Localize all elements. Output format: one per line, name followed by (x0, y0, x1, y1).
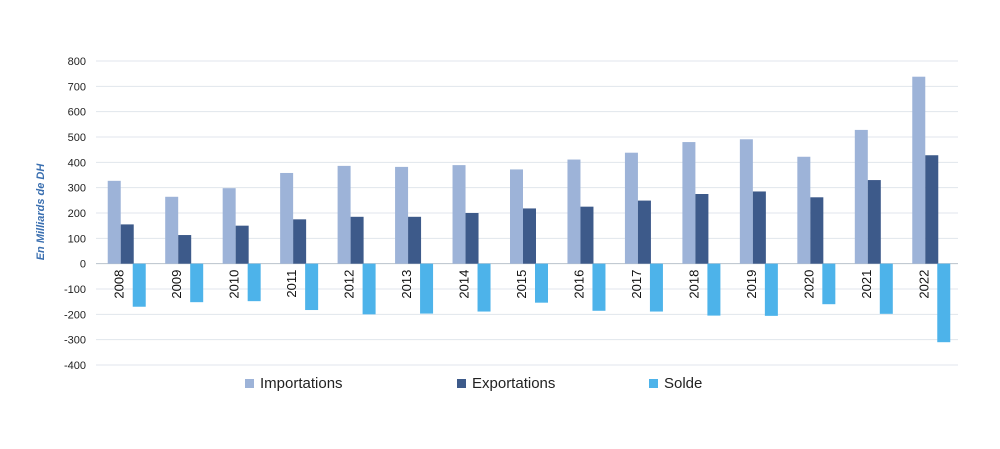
x-tick-label: 2008 (112, 270, 127, 299)
bar-exportations (293, 219, 307, 264)
bar-solde (477, 263, 491, 312)
x-tick-label: 2014 (457, 270, 472, 299)
x-tick-label: 2010 (227, 270, 242, 299)
bar-solde (420, 263, 434, 314)
x-tick-label: 2013 (399, 270, 414, 299)
bar-solde (649, 263, 663, 312)
y-tick-label: 500 (68, 132, 86, 144)
y-tick-label: -200 (64, 309, 86, 321)
bar-exportations (120, 224, 134, 264)
bar-importations (854, 129, 868, 264)
bars (107, 76, 951, 343)
x-tick-label: 2018 (686, 270, 701, 299)
bar-solde (764, 263, 778, 316)
bar-importations (510, 169, 523, 264)
x-tick-label: 2019 (744, 270, 759, 299)
bar-exportations (752, 191, 766, 264)
bar-solde (305, 263, 319, 311)
bar-exportations (523, 208, 536, 264)
bar-importations (395, 166, 409, 264)
y-tick-label: -100 (64, 284, 86, 296)
x-tick-label: 2017 (629, 270, 644, 299)
y-tick-label: -400 (64, 360, 86, 372)
bar-exportations (408, 216, 422, 264)
x-tick-label: 2022 (916, 270, 931, 299)
bar-importations (912, 76, 926, 264)
y-tick-label: 200 (68, 208, 86, 220)
legend-label-exportations: Exportations (472, 375, 555, 392)
bar-solde (937, 263, 951, 343)
bar-importations (739, 139, 753, 264)
bar-solde (132, 263, 146, 307)
grid (96, 60, 958, 366)
bar-importations (337, 165, 351, 264)
x-tick-label: 2009 (169, 270, 184, 299)
bar-solde (535, 263, 548, 303)
bar-solde (822, 263, 836, 305)
bar-importations (452, 165, 466, 264)
y-tick-label: 700 (68, 81, 86, 93)
legend: Importations Exportations Solde (245, 375, 702, 392)
bar-exportations (235, 225, 249, 264)
bar-importations (222, 188, 236, 264)
bar-importations (280, 172, 294, 264)
bar-solde (190, 263, 204, 303)
bar-exportations (695, 194, 709, 264)
bar-exportations (350, 216, 364, 264)
x-tick-label: 2011 (284, 270, 299, 298)
bar-exportations (178, 235, 192, 264)
bar-exportations (637, 200, 651, 264)
bar-solde (592, 263, 606, 311)
bar-importations (624, 152, 638, 264)
bar-solde (247, 263, 261, 302)
bar-importations (165, 196, 179, 264)
bar-importations (107, 180, 121, 264)
bar-importations (797, 156, 811, 264)
bar-importations (567, 159, 581, 264)
x-axis-ticks: 2008 2009 2010 2011 2012 2013 2014 2015 2016 2017… (112, 270, 932, 299)
x-tick-label: 2012 (342, 270, 357, 299)
bar-exportations (580, 206, 594, 264)
y-tick-label: 100 (68, 233, 86, 245)
bar-solde (879, 263, 893, 314)
bar-exportations (465, 213, 479, 264)
y-tick-label: 600 (68, 107, 86, 119)
x-tick-label: 2020 (801, 270, 816, 299)
y-tick-label: 400 (68, 157, 86, 169)
legend-label-importations: Importations (260, 375, 343, 392)
legend-label-solde: Solde (664, 375, 702, 392)
x-tick-label: 2021 (859, 270, 874, 299)
bar-importations (682, 142, 696, 264)
y-axis-label: En Milliards de DH (35, 163, 47, 261)
y-tick-label: 800 (68, 56, 86, 68)
legend-swatch-exportations (457, 379, 466, 388)
y-axis-ticks: 800 700 600 500 400 300 200 100 0 -100 -200 -300 -40… (64, 56, 86, 372)
legend-swatch-importations (245, 379, 254, 388)
y-tick-label: -300 (64, 335, 86, 347)
x-tick-label: 2016 (571, 270, 586, 299)
y-tick-label: 0 (80, 259, 86, 271)
bar-solde (707, 263, 721, 316)
y-tick-label: 300 (68, 183, 86, 195)
bar-solde (362, 263, 376, 315)
bar-exportations (810, 197, 824, 264)
bar-exportations (925, 155, 939, 264)
x-tick-label: 2015 (514, 270, 529, 299)
bar-exportations (867, 180, 881, 264)
legend-swatch-solde (649, 379, 658, 388)
